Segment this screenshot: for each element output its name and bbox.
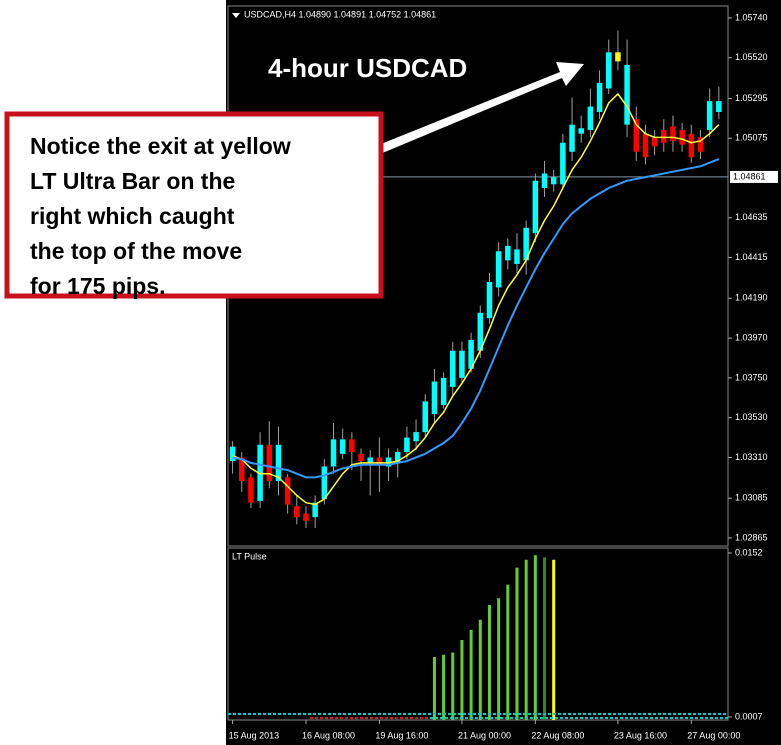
x-tick-label: 15 Aug 2013 <box>229 730 280 740</box>
candle-body <box>266 444 273 481</box>
candle-body <box>349 439 355 453</box>
last-price-label: 1.04861 <box>733 171 766 181</box>
candle-body <box>523 227 529 261</box>
candle-body <box>624 64 630 125</box>
candle-body <box>587 106 594 131</box>
candle-body <box>257 444 263 501</box>
annotation-box <box>4 111 384 299</box>
chart-header: USDCAD,H4 1.04890 1.04891 1.04752 1.0486… <box>244 9 436 19</box>
candle-body <box>404 437 410 453</box>
y-tick-label: 1.04190 <box>735 293 768 303</box>
plot <box>228 30 728 720</box>
candle-body <box>440 377 447 406</box>
annotation-line: Notice the exit at yellow <box>30 133 291 159</box>
candle-body <box>514 249 520 264</box>
y-tick-label: 1.05520 <box>735 52 768 62</box>
pulse-tick-label: 0.0007 <box>735 711 763 721</box>
candle-body <box>294 506 300 518</box>
candle-body <box>560 142 566 185</box>
candle-body <box>468 339 474 369</box>
x-tick-label: 16 Aug 08:00 <box>302 730 355 740</box>
y-tick-label: 1.03085 <box>735 493 768 503</box>
candle-body <box>505 245 511 261</box>
y-tick-label: 1.05075 <box>735 133 768 143</box>
candle-body <box>275 444 282 481</box>
annotation-line: right which caught <box>30 203 235 229</box>
candle-body <box>651 137 658 147</box>
y-tick-label: 1.03750 <box>735 372 768 382</box>
candle-body <box>716 101 722 112</box>
annotation-text: Notice the exit at yellow LT Ultra Bar on… <box>30 133 291 299</box>
candle-body <box>284 477 291 505</box>
candle-body <box>339 439 346 454</box>
annotation-line: LT Ultra Bar on the <box>30 168 235 194</box>
candle-body <box>706 101 713 131</box>
candle-body <box>303 513 309 521</box>
arrow <box>376 62 584 154</box>
candle-body <box>615 52 621 62</box>
candle-body <box>450 350 456 387</box>
candle-body <box>679 130 685 145</box>
candle-body <box>229 446 236 462</box>
candle-body <box>661 130 667 143</box>
candle-body <box>459 350 465 378</box>
moving-average <box>232 92 720 506</box>
y-tick-label: 1.05740 <box>735 12 768 22</box>
menu-triangle <box>232 13 240 18</box>
candle-body <box>532 180 539 234</box>
pulse-frame <box>227 547 729 721</box>
annotation-line: the top of the move <box>30 238 242 264</box>
candle-body <box>605 52 612 89</box>
candle-body <box>642 133 649 158</box>
candle-body <box>385 457 392 467</box>
candle-body <box>239 457 245 481</box>
candle-body <box>312 502 318 518</box>
y-tick-label: 1.03530 <box>735 412 768 422</box>
x-tick-label: 19 Aug 16:00 <box>375 730 428 740</box>
candle-body <box>477 312 484 351</box>
candle-body <box>422 401 428 433</box>
candle-body <box>550 177 557 185</box>
candle-body <box>633 119 640 152</box>
x-tick-label: 22 Aug 08:00 <box>531 730 584 740</box>
x-tick-label: 21 Aug 00:00 <box>458 730 511 740</box>
annotation-title: 4-hour USDCAD <box>268 53 467 83</box>
candle-body <box>321 466 328 500</box>
candle-body <box>367 457 373 463</box>
annotation-line: for 175 pips. <box>30 273 165 299</box>
y-tick-label: 1.04415 <box>735 252 768 262</box>
x-tick-label: 27 Aug 00:00 <box>687 730 740 740</box>
candle-body <box>670 126 676 141</box>
candle-body <box>358 453 364 462</box>
y-tick-label: 1.03310 <box>735 452 768 462</box>
candle-body <box>688 133 695 158</box>
moving-average <box>232 158 720 479</box>
y-tick-label: 1.03970 <box>735 332 768 342</box>
candle-body <box>376 457 383 465</box>
candle-body <box>495 251 502 288</box>
y-tick-label: 1.02865 <box>735 532 768 542</box>
pulse-tick-label: 0.0152 <box>735 547 763 557</box>
candle-body <box>578 128 584 134</box>
pulse-title: LT Pulse <box>232 551 267 561</box>
candle-body <box>569 124 575 152</box>
candle-body <box>697 137 704 152</box>
candle-body <box>596 83 603 112</box>
candle-body <box>413 432 419 442</box>
candle-body <box>394 452 401 463</box>
candle-body <box>541 173 548 188</box>
x-tick-label: 23 Aug 16:00 <box>614 730 667 740</box>
y-tick-label: 1.05295 <box>735 93 768 103</box>
candle-body <box>486 282 493 319</box>
candle-body <box>330 439 337 467</box>
candle-body <box>431 381 438 415</box>
last-price-box <box>730 170 778 183</box>
y-tick-label: 1.04635 <box>735 212 768 222</box>
candle-body <box>248 477 254 503</box>
